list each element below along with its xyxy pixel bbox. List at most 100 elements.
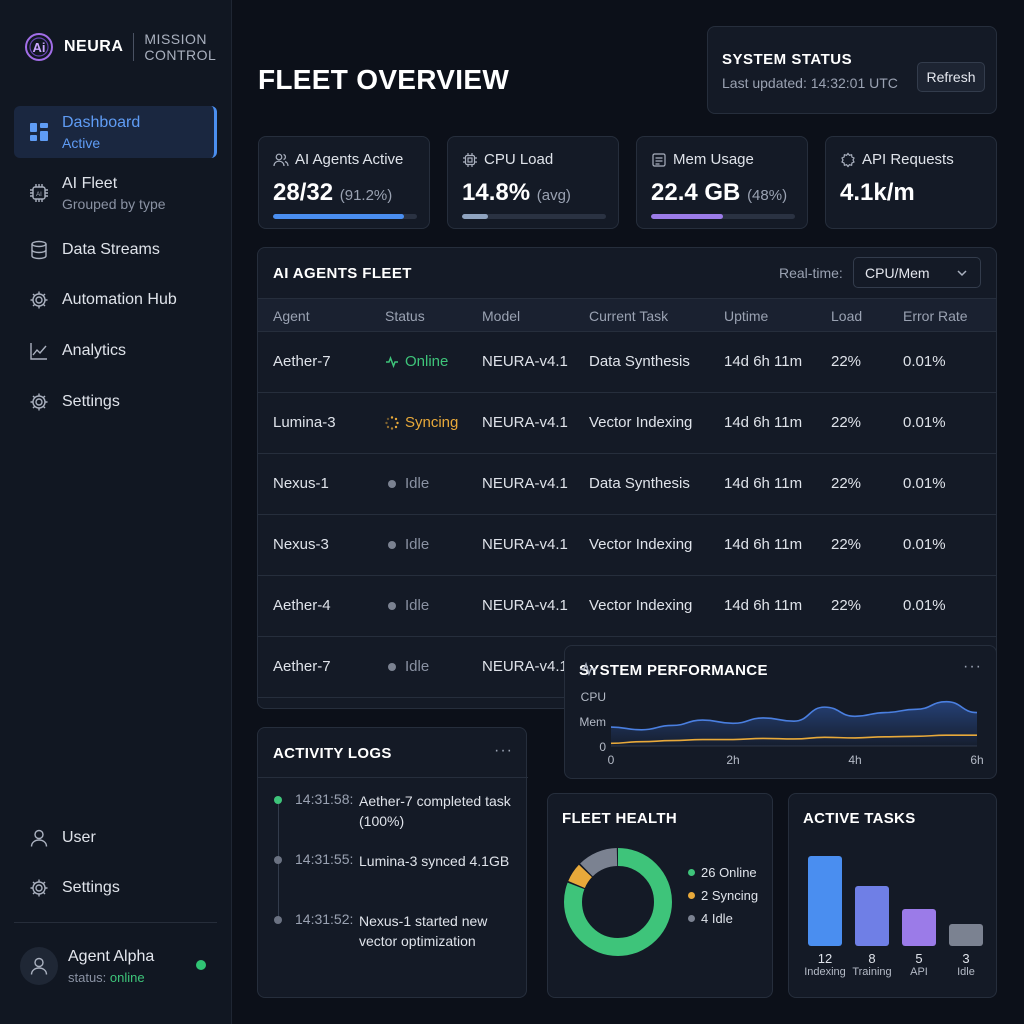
x-tick-label: 6h bbox=[970, 753, 983, 767]
agent-name: Nexus-1 bbox=[273, 475, 329, 492]
agent-model: NEURA-v4.1 bbox=[482, 597, 568, 614]
legend-dot bbox=[688, 892, 695, 899]
table-row[interactable]: Nexus-1 Idle NEURA-v4.1 Data Synthesis 14d 6… bbox=[258, 454, 996, 515]
agent-model: NEURA-v4.1 bbox=[482, 475, 568, 492]
neura-logo-icon: Ai bbox=[25, 33, 53, 61]
column-header[interactable]: Load bbox=[831, 308, 863, 324]
agent-load: 22% bbox=[831, 536, 862, 553]
task-bar bbox=[808, 856, 842, 946]
stat-card-cpu: CPU Load 14.8% (avg) bbox=[447, 136, 619, 229]
agent-name: Lumina-3 bbox=[273, 414, 336, 431]
realtime-metric-select[interactable]: CPU/Mem bbox=[853, 257, 981, 288]
sidebar-item-sublabel: Active bbox=[62, 134, 101, 151]
database-icon bbox=[28, 239, 50, 261]
log-time: 14:31:58: bbox=[295, 791, 354, 807]
task-bar bbox=[949, 923, 983, 946]
sidebar-item-label: AI Fleet bbox=[62, 174, 118, 192]
task-value: 8 bbox=[868, 951, 876, 966]
log-time: 14:31:55: bbox=[295, 851, 354, 867]
spinner-icon bbox=[385, 415, 399, 430]
activity-title: ACTIVITY LOGS bbox=[273, 745, 392, 762]
column-header[interactable]: Error Rate bbox=[903, 308, 968, 324]
column-header[interactable]: Current Task bbox=[589, 308, 669, 324]
sidebar-item-user[interactable]: User bbox=[14, 812, 217, 864]
users-icon bbox=[273, 152, 289, 168]
cpu-progress-bar bbox=[462, 214, 606, 219]
sidebar-item-analytics[interactable]: Analytics bbox=[14, 325, 217, 377]
system-status-panel: SYSTEM STATUS Last updated: 14:32:01 UTC… bbox=[707, 26, 997, 114]
gear-icon bbox=[28, 391, 50, 413]
log-dot bbox=[274, 916, 282, 924]
table-row[interactable]: Lumina-3 Syncing NEURA-v4.1 Vector Indexing… bbox=[258, 393, 996, 454]
progress-fill bbox=[273, 214, 405, 219]
column-header[interactable]: Agent bbox=[273, 308, 310, 324]
table-row[interactable]: Aether-4 Idle NEURA-v4.1 Vector Indexing 14d… bbox=[258, 576, 996, 637]
line-chart-icon bbox=[28, 340, 50, 362]
task-label: Indexing bbox=[804, 966, 846, 978]
user-card[interactable]: Agent Alpha status: online bbox=[20, 944, 220, 988]
sidebar-item-label: Settings bbox=[62, 879, 120, 896]
agent-task: Data Synthesis bbox=[589, 353, 690, 370]
avatar bbox=[20, 947, 58, 985]
realtime-metric-value: CPU/Mem bbox=[865, 264, 930, 281]
legend-dot bbox=[688, 869, 695, 876]
svg-text:Ai: Ai bbox=[33, 40, 46, 55]
agent-load: 22% bbox=[831, 597, 862, 614]
donut-slice-online bbox=[564, 848, 672, 956]
sidebar-item-data-streams[interactable]: Data Streams bbox=[14, 224, 217, 276]
sidebar-item-bottom-settings[interactable]: Settings bbox=[14, 862, 217, 914]
cpu-series-line bbox=[610, 700, 978, 731]
column-header[interactable]: Model bbox=[482, 308, 521, 324]
table-row[interactable]: Aether-7 Online NEURA-v4.1 Data Synthesis 14… bbox=[258, 332, 996, 393]
column-header[interactable]: Uptime bbox=[724, 308, 769, 324]
idle-dot-icon bbox=[385, 660, 399, 674]
agent-name: Aether-4 bbox=[273, 597, 331, 614]
legend-label: 26 Online bbox=[701, 865, 757, 880]
active-tasks-panel: ACTIVE TASKS 12 Indexing 8 Training 5 API 3 Idl… bbox=[788, 793, 997, 998]
svg-text:AI: AI bbox=[36, 192, 42, 198]
progress-fill bbox=[651, 214, 723, 219]
agent-uptime: 14d 6h 11m bbox=[724, 414, 803, 431]
stat-card-agents: AI Agents Active 28/32 (91.2%) bbox=[258, 136, 430, 229]
sidebar-item-dashboard[interactable]: Dashboard Active bbox=[14, 106, 217, 158]
refresh-button[interactable]: Refresh bbox=[917, 62, 985, 92]
stat-value: 28/32 (91.2%) bbox=[273, 179, 393, 206]
agent-name: Nexus-3 bbox=[273, 536, 329, 553]
log-text: Lumina-3 synced 4.1GB bbox=[359, 853, 510, 869]
sidebar-item-automation-hub[interactable]: Automation Hub bbox=[14, 274, 217, 326]
brand-name: NEURA bbox=[64, 38, 124, 55]
dashboard-icon bbox=[28, 121, 50, 143]
fleet-health-panel: FLEET HEALTH 26 Online 2 Syncing 4 Idle bbox=[547, 793, 773, 998]
task-value: 12 bbox=[817, 951, 833, 966]
agent-load: 22% bbox=[831, 414, 862, 431]
brand-logo[interactable]: Ai NEURA MISSION CONTROL bbox=[22, 30, 216, 64]
sidebar-item-label: Dashboard bbox=[62, 113, 141, 131]
legend-item: 26 Online bbox=[688, 865, 757, 880]
sidebar-item-settings[interactable]: Settings bbox=[14, 376, 217, 428]
status-badge: Syncing bbox=[385, 414, 458, 431]
column-header[interactable]: Status bbox=[385, 308, 425, 324]
legend-item: 2 Syncing bbox=[688, 888, 758, 903]
activity-logs-panel: ACTIVITY LOGS ··· 14:31:58: Aether-7 comp… bbox=[257, 727, 528, 998]
table-row[interactable]: Nexus-3 Idle NEURA-v4.1 Vector Indexing 14d … bbox=[258, 515, 996, 576]
agent-error-rate: 0.01% bbox=[903, 475, 946, 492]
stat-label: CPU Load bbox=[484, 151, 554, 168]
progress-fill bbox=[462, 214, 488, 219]
agent-uptime: 14d 6h 11m bbox=[724, 475, 803, 492]
sidebar-item-label: Automation Hub bbox=[62, 291, 177, 308]
x-tick-label: 2h bbox=[726, 753, 739, 767]
more-options-icon[interactable]: ··· bbox=[963, 658, 982, 675]
sidebar-item-label: Data Streams bbox=[62, 241, 160, 258]
log-dot bbox=[274, 796, 282, 804]
task-label: Idle bbox=[957, 966, 975, 978]
sidebar-item-label: Settings bbox=[62, 393, 120, 410]
legend-dot bbox=[688, 915, 695, 922]
sidebar-item-ai-fleet[interactable]: AI AI Fleet Grouped by type bbox=[14, 167, 217, 219]
divider bbox=[258, 777, 528, 778]
more-options-icon[interactable]: ··· bbox=[494, 742, 513, 759]
sidebar-item-label: Analytics bbox=[62, 342, 127, 359]
page-title: FLEET OVERVIEW bbox=[258, 64, 510, 95]
sidebar: Ai NEURA MISSION CONTROL Dashboard Active… bbox=[0, 0, 232, 1024]
status-badge: Online bbox=[385, 353, 448, 370]
task-bar bbox=[902, 908, 936, 946]
